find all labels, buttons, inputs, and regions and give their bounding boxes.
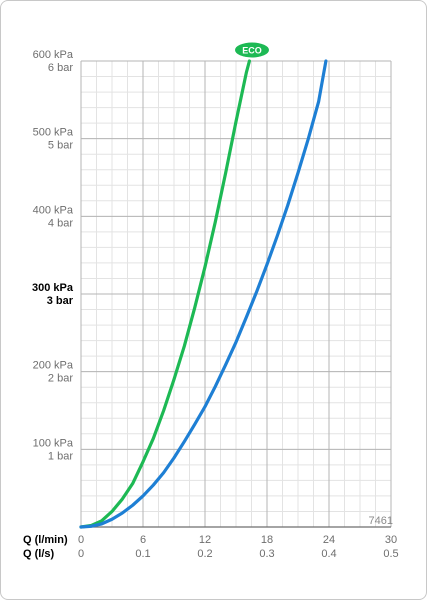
- x-tick-label-ls: 0.3: [259, 548, 274, 560]
- y-tick-label-bar: 2 bar: [48, 373, 73, 385]
- x-tick-label-lmin: 30: [385, 534, 397, 546]
- y-tick-label-bar: 5 bar: [48, 140, 73, 152]
- x-tick-label-lmin: 24: [323, 534, 335, 546]
- series-layer: [79, 59, 328, 529]
- x-tick-label-ls: 0.4: [321, 548, 336, 560]
- x-tick-label-lmin: 12: [199, 534, 211, 546]
- y-tick-label-bar: 4 bar: [48, 217, 73, 229]
- series-line-standard: [79, 59, 328, 529]
- y-tick-label-kpa: 300 kPa: [32, 282, 74, 294]
- series-line-eco: [79, 59, 252, 529]
- x-tick-label-ls: 0: [78, 548, 84, 560]
- y-tick-label-bar: 3 bar: [47, 295, 74, 307]
- x-tick-label-lmin: 6: [140, 534, 146, 546]
- x-tick-label-lmin: 18: [261, 534, 273, 546]
- x-axis-title-lmin: Q (l/min): [23, 534, 68, 546]
- eco-badge-text: ECO: [242, 45, 262, 55]
- x-axis-title-ls: Q (l/s): [23, 548, 55, 560]
- y-tick-label-bar: 1 bar: [48, 450, 73, 462]
- eco-badge-shape: [235, 42, 269, 58]
- x-tick-label-ls: 0.5: [383, 548, 398, 560]
- y-tick-label-kpa: 600 kPa: [33, 49, 74, 61]
- x-axis-labels: 0 6 12 18 24 30 0 0.1 0.2 0.3 0.4 0.5: [78, 534, 399, 560]
- y-tick-label-kpa: 500 kPa: [33, 127, 74, 139]
- y-tick-label-bar: 6 bar: [48, 62, 73, 74]
- eco-badge: ECO: [235, 42, 269, 58]
- chart-code-label: 7461: [369, 515, 393, 527]
- y-tick-label-kpa: 200 kPa: [33, 360, 74, 372]
- x-tick-label-ls: 0.1: [135, 548, 150, 560]
- major-grid: [80, 60, 392, 528]
- y-tick-label-kpa: 100 kPa: [33, 437, 74, 449]
- x-tick-label-ls: 0.2: [197, 548, 212, 560]
- y-tick-label-kpa: 400 kPa: [33, 204, 74, 216]
- x-tick-label-lmin: 0: [78, 534, 84, 546]
